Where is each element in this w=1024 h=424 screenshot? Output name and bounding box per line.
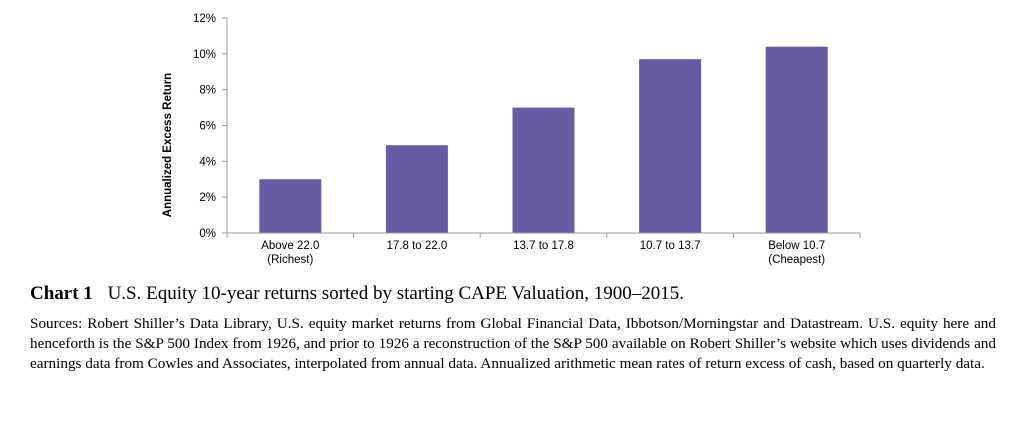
y-tick-label: 2% — [199, 192, 216, 204]
bars — [259, 46, 828, 234]
x-tick-label: Above 22.0 — [261, 240, 319, 252]
bar — [259, 179, 322, 233]
bar — [512, 107, 575, 233]
x-axis: Above 22.0 (Richest) 17.8 to 22.0 13.7 to 1… — [226, 232, 861, 266]
x-tick-label: (Cheapest) — [768, 254, 825, 266]
x-tick-label: 17.8 to 22.0 — [387, 240, 448, 252]
y-axis-label: Annualized Excess Return — [162, 73, 174, 217]
y-axis: 0% 2% 4% 6% 8% 10% 12% — [193, 13, 228, 240]
x-tick-label: 13.7 to 17.8 — [513, 240, 574, 252]
sources-note: Sources: Robert Shiller’s Data Library, … — [30, 315, 996, 372]
y-tick-label: 4% — [199, 156, 216, 168]
y-tick-label: 6% — [199, 121, 216, 133]
bar — [639, 59, 702, 234]
x-tick-label: 10.7 to 13.7 — [640, 240, 701, 252]
x-tick-label: Below 10.7 — [768, 240, 825, 252]
y-tick-label: 0% — [199, 228, 216, 240]
bar — [385, 145, 448, 233]
y-tick-label: 8% — [199, 85, 216, 97]
bar-chart: 0% 2% 4% 6% 8% 10% 12% Above 22.0 (Richest) 17.8… — [162, 13, 861, 266]
bar — [765, 46, 828, 233]
caption-text: U.S. Equity 10-year returns sorted by st… — [107, 283, 685, 304]
caption-label: Chart 1 — [30, 283, 93, 304]
x-tick-label: (Richest) — [267, 254, 313, 266]
figure-caption: Chart 1 U.S. Equity 10-year returns sort… — [30, 282, 1000, 306]
y-tick-label: 12% — [193, 13, 216, 25]
y-tick-label: 10% — [193, 49, 216, 61]
